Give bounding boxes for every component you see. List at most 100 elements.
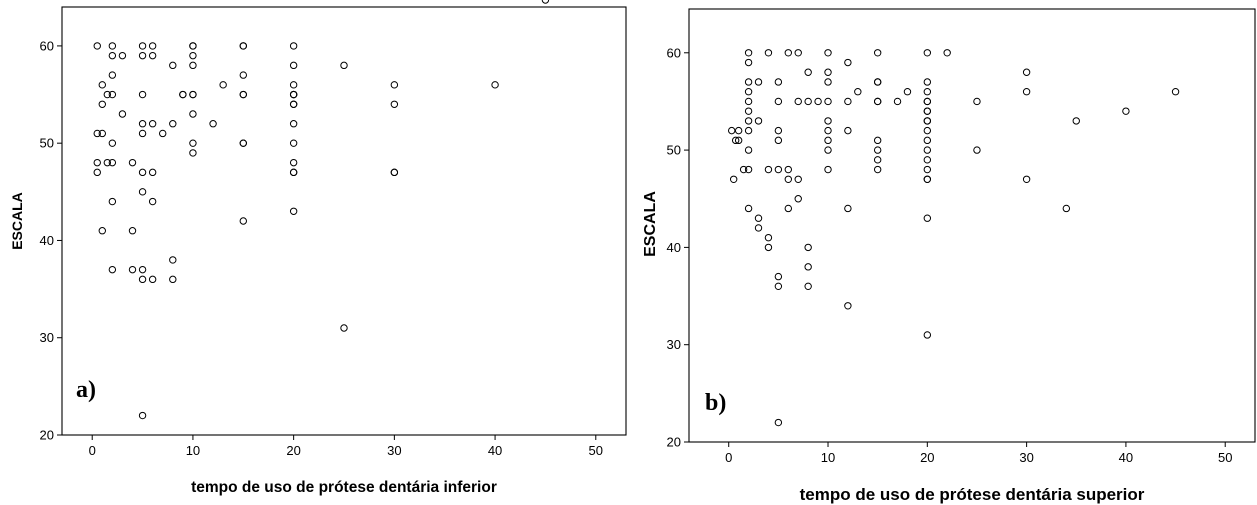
panel-a-data-point <box>138 188 147 196</box>
panel-a-data-point <box>98 129 106 138</box>
panel-a-data-point <box>390 100 399 108</box>
panel-a-x-tick-label: 30 <box>387 443 401 458</box>
panel-b-data-point <box>973 146 981 154</box>
panel-b-scatter: 0 10 20 30 40 50 20 30 40 50 60 b) tempo de uso d… <box>642 8 1256 504</box>
panel-a-data-point <box>189 42 197 50</box>
panel-b-data-point <box>734 136 743 145</box>
panel-a-data-point <box>138 129 147 138</box>
panel-a-data-point <box>289 139 298 147</box>
panel-a-data-point <box>108 265 117 274</box>
panel-a-data-point <box>93 129 101 138</box>
panel-b-data-point <box>774 272 783 281</box>
panel-a-data-point <box>189 139 197 147</box>
panel-a-data-point <box>138 90 147 99</box>
panel-a-y-axis-label: ESCALA <box>9 192 25 250</box>
panel-b-data-point <box>754 78 763 86</box>
panel-b-data-point <box>824 165 832 174</box>
panel-b-y-tick-label: 60 <box>667 45 681 60</box>
panel-b-data-point <box>774 418 783 427</box>
panel-b-data-point <box>774 78 783 86</box>
panel-b-data-point <box>784 165 792 174</box>
panel-b-data-point <box>728 126 736 135</box>
panel-b-data-point <box>943 49 951 57</box>
panel-b-data-point <box>744 204 753 213</box>
panel-b-y-tick-label: 40 <box>667 240 681 255</box>
panel-a-y-ticks: 20 30 40 50 60 <box>40 38 62 443</box>
panel-b-data-point <box>844 302 852 310</box>
panel-a-points <box>93 0 550 420</box>
panel-a-data-point <box>169 256 177 264</box>
panel-b-data-point <box>824 68 832 76</box>
panel-b-data-point <box>794 175 802 183</box>
panel-b-data-point <box>744 165 753 174</box>
panel-b-data-point <box>744 88 753 96</box>
panel-a-x-ticks: 0 10 20 30 40 50 <box>89 435 603 458</box>
panel-a-data-point <box>128 265 137 274</box>
panel-a-data-point <box>289 100 298 108</box>
panel-b-data-point <box>744 117 753 125</box>
panel-a-data-point <box>289 168 298 177</box>
panel-a-data-point <box>169 275 177 284</box>
panel-a-data-point <box>98 100 106 108</box>
panel-a-plot-frame <box>61 6 627 436</box>
panel-b-data-point <box>794 49 802 57</box>
panel-b-data-point <box>764 49 773 57</box>
panel-a-data-point <box>169 120 177 128</box>
panel-a-data-point <box>239 71 247 79</box>
panel-a-data-point <box>289 42 298 50</box>
panel-b-data-point <box>804 243 812 252</box>
panel-b-data-point <box>923 107 932 115</box>
panel-a-data-point <box>148 197 157 206</box>
panel-b-y-ticks: 20 30 40 50 60 <box>667 45 689 450</box>
panel-b-data-point <box>923 78 932 86</box>
panel-a-data-point <box>93 168 101 177</box>
panel-b-data-point <box>923 146 932 154</box>
panel-b-data-point <box>1022 68 1031 76</box>
panel-a-data-point <box>289 81 298 89</box>
panel-a-x-tick-label: 50 <box>589 443 603 458</box>
panel-a-data-point <box>289 207 298 215</box>
panel-b-data-point <box>734 126 743 135</box>
panel-a-data-point <box>108 51 117 60</box>
panel-b-data-point <box>744 97 753 106</box>
panel-a-data-point <box>93 42 101 50</box>
panel-b-data-point <box>844 97 852 106</box>
panel-b-data-point <box>784 204 792 213</box>
panel-b-data-point <box>923 126 932 135</box>
panel-a-data-point <box>138 411 147 420</box>
panel-a-data-point <box>289 158 298 167</box>
panel-b-data-point <box>923 331 932 339</box>
panel-b-data-point <box>824 117 832 125</box>
panel-a-x-tick-label: 20 <box>286 443 300 458</box>
panel-b-plot-frame <box>688 8 1256 443</box>
panel-b-data-point <box>764 243 773 252</box>
panel-a-data-point <box>289 120 298 128</box>
panel-a-data-point <box>219 81 227 89</box>
panel-a-data-point <box>189 90 197 99</box>
panel-a-data-point <box>148 275 157 284</box>
panel-b-x-tick-label: 30 <box>1019 450 1033 465</box>
panel-a-data-point <box>289 90 298 99</box>
panel-b-data-point <box>764 233 773 242</box>
panel-a-data-point <box>189 61 197 70</box>
panel-a-data-point <box>390 168 399 177</box>
panel-b-data-point <box>744 126 753 135</box>
panel-b-data-point <box>854 88 862 96</box>
panel-b-data-point <box>1122 107 1130 115</box>
panel-b-points <box>728 49 1180 427</box>
panel-a-data-point <box>108 71 117 79</box>
panel-b-data-point <box>794 195 802 203</box>
panel-a-data-point <box>118 51 127 60</box>
panel-a-data-point <box>541 0 550 4</box>
panel-b-data-point <box>754 117 763 125</box>
panel-b-data-point <box>774 136 783 145</box>
panel-b-data-point <box>804 263 812 271</box>
panel-b-data-point <box>744 58 753 67</box>
panel-b-data-point <box>744 49 753 57</box>
panel-b-data-point <box>923 136 932 145</box>
panel-b-x-tick-label: 10 <box>821 450 835 465</box>
panel-a-data-point <box>108 90 117 99</box>
panel-b-data-point <box>804 97 812 106</box>
panel-b-data-point <box>873 97 882 106</box>
